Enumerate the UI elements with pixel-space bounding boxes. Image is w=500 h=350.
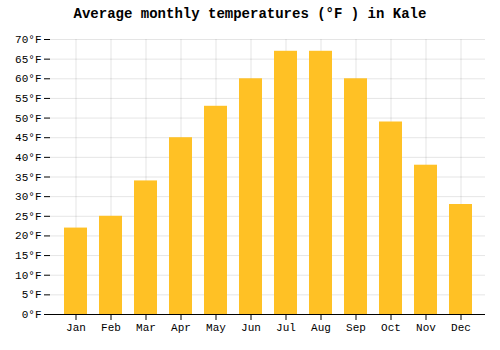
svg-text:40°F: 40°F (15, 152, 41, 164)
svg-text:20°F: 20°F (15, 230, 41, 242)
svg-text:Jul: Jul (276, 322, 296, 334)
svg-text:25°F: 25°F (15, 211, 41, 223)
svg-text:10°F: 10°F (15, 270, 41, 282)
html-text:Average monthly temperatures (: Average monthly temperatures (°F ) in Ka… (73, 6, 427, 22)
svg-text:0°F: 0°F (22, 309, 42, 321)
svg-text:45°F: 45°F (15, 132, 41, 144)
svg-text:Sep: Sep (346, 322, 366, 334)
svg-text:60°F: 60°F (15, 73, 41, 85)
svg-text:Jan: Jan (66, 322, 86, 334)
svg-text:35°F: 35°F (15, 172, 41, 184)
svg-text:70°F: 70°F (15, 34, 41, 46)
svg-text:Aug: Aug (311, 322, 331, 334)
svg-text:Dec: Dec (451, 322, 471, 334)
svg-text:Apr: Apr (171, 322, 191, 334)
svg-text:30°F: 30°F (15, 191, 41, 203)
svg-text:Mar: Mar (136, 322, 156, 334)
svg-text:55°F: 55°F (15, 93, 41, 105)
svg-text:5°F: 5°F (22, 289, 42, 301)
svg-text:65°F: 65°F (15, 54, 41, 66)
svg-text:50°F: 50°F (15, 113, 41, 125)
svg-text:Oct: Oct (381, 322, 401, 334)
svg-text:Feb: Feb (101, 322, 121, 334)
svg-text:May: May (206, 322, 226, 334)
svg-text:Jun: Jun (241, 322, 261, 334)
svg-text:Nov: Nov (416, 322, 436, 334)
svg-text:15°F: 15°F (15, 250, 41, 262)
